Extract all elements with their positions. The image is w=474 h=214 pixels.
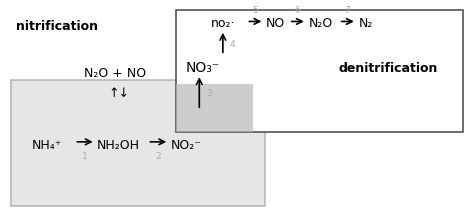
Text: NH₄⁺: NH₄⁺: [32, 138, 63, 152]
Text: no₂·: no₂·: [211, 17, 236, 30]
Text: 1: 1: [82, 152, 88, 161]
Text: denitrification: denitrification: [338, 62, 438, 76]
Text: NO₃⁻: NO₃⁻: [185, 61, 219, 75]
Text: N₂: N₂: [358, 17, 373, 30]
Text: 2: 2: [155, 152, 161, 161]
Text: 3: 3: [206, 89, 212, 98]
Text: NO₂⁻: NO₂⁻: [171, 138, 202, 152]
Text: 5: 5: [252, 6, 258, 15]
Text: 4: 4: [229, 40, 235, 49]
Text: N₂O + NO: N₂O + NO: [84, 67, 146, 80]
Bar: [176, 84, 254, 132]
Text: N₂O: N₂O: [309, 17, 333, 30]
Text: 7: 7: [345, 6, 350, 15]
Text: nitrification: nitrification: [16, 20, 98, 33]
Text: ↑↓: ↑↓: [109, 87, 130, 100]
Bar: [11, 80, 265, 206]
Text: NO: NO: [266, 17, 285, 30]
Text: NH₂OH: NH₂OH: [97, 138, 140, 152]
Bar: [176, 10, 463, 132]
Text: 6: 6: [294, 6, 300, 15]
